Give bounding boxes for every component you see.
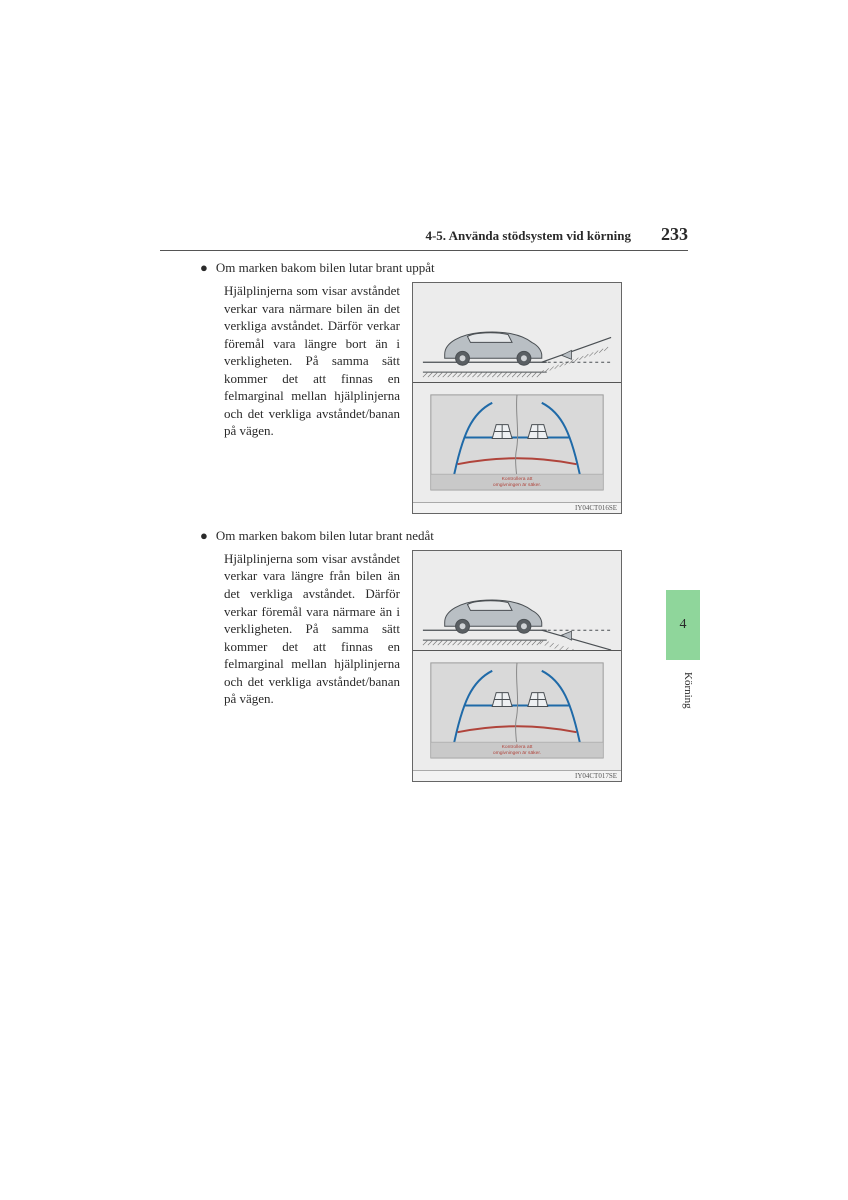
figure-panel: Kontrollera att omgivningen är säker. IY… xyxy=(412,282,622,514)
chapter-tab: 4 xyxy=(666,590,700,660)
svg-text:omgivningen är säker.: omgivningen är säker. xyxy=(493,482,541,488)
camera-view-illustration: Kontrollera att omgivningen är säker. xyxy=(413,651,621,770)
bullet-icon: ● xyxy=(200,261,208,274)
figure-panel: Kontrollera att omgivningen är säker. IY… xyxy=(412,550,622,782)
figure-id: IY04CT017SE xyxy=(413,770,621,781)
page-number: 233 xyxy=(661,224,688,245)
svg-text:omgivningen är säker.: omgivningen är säker. xyxy=(493,750,541,756)
header-rule xyxy=(160,250,688,251)
bullet-heading: Om marken bakom bilen lutar brant nedåt xyxy=(216,528,434,544)
svg-text:Kontrollera att: Kontrollera att xyxy=(502,476,533,482)
content-area: ● Om marken bakom bilen lutar brant uppå… xyxy=(200,260,638,796)
description-paragraph: Hjälplinjerna som visar avståndet verkar… xyxy=(200,550,400,708)
side-view-illustration xyxy=(413,283,621,382)
description-paragraph: Hjälplinjerna som visar avståndet verkar… xyxy=(200,282,400,440)
figure-id: IY04CT016SE xyxy=(413,502,621,513)
content-block: ● Om marken bakom bilen lutar brant uppå… xyxy=(200,260,638,514)
side-view-illustration xyxy=(413,551,621,650)
bullet-icon: ● xyxy=(200,529,208,542)
camera-view-illustration: Kontrollera att omgivningen är säker. xyxy=(413,383,621,502)
content-block: ● Om marken bakom bilen lutar brant nedå… xyxy=(200,528,638,782)
bullet-heading: Om marken bakom bilen lutar brant uppåt xyxy=(216,260,435,276)
svg-text:Kontrollera att: Kontrollera att xyxy=(502,744,533,750)
section-title: 4-5. Använda stödsystem vid körning xyxy=(425,228,631,244)
chapter-number: 4 xyxy=(680,617,687,633)
chapter-label: Körning xyxy=(682,672,694,709)
